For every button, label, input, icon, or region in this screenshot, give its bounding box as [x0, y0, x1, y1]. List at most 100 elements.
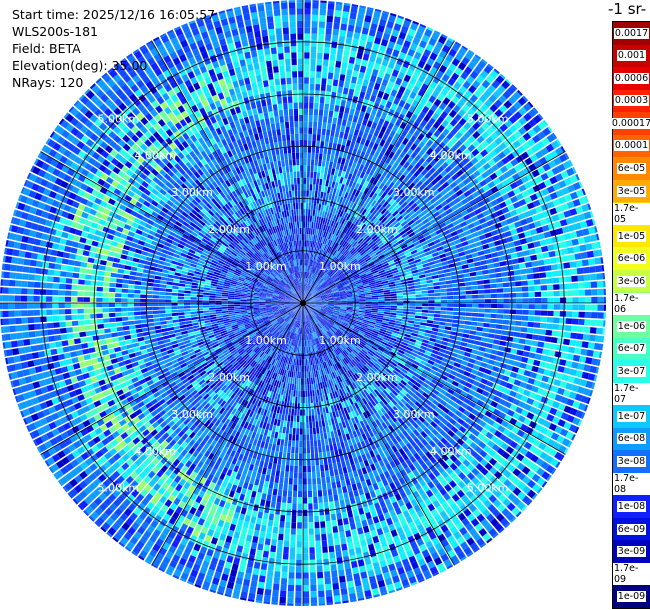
gate-cell	[520, 175, 529, 184]
gate-cell	[390, 138, 397, 146]
gate-cell	[392, 83, 400, 92]
gate-cell	[364, 73, 371, 81]
gate-cell	[375, 263, 383, 268]
gate-cell	[364, 112, 370, 120]
gate-cell	[296, 2, 303, 9]
gate-cell	[331, 274, 338, 280]
gate-cell	[339, 29, 347, 37]
gate-cell	[509, 247, 517, 254]
gate-cell	[266, 124, 271, 132]
gate-cell	[368, 262, 375, 268]
gate-cell	[481, 79, 491, 89]
gate-cell	[310, 52, 317, 59]
gate-cell	[531, 234, 540, 242]
gate-cell	[322, 237, 326, 244]
gate-cell	[314, 261, 318, 268]
gate-cell	[323, 244, 327, 251]
gate-cell	[335, 229, 340, 236]
gate-cell	[578, 196, 587, 205]
gate-cell	[434, 259, 442, 264]
gate-cell	[352, 217, 358, 225]
gate-cell	[505, 162, 514, 170]
gate-cell	[377, 242, 385, 248]
gate-cell	[402, 289, 409, 293]
gate-cell	[262, 163, 268, 171]
gate-cell	[353, 225, 359, 232]
gate-cell	[293, 108, 299, 116]
gate-cell	[318, 256, 323, 263]
gate-cell	[351, 202, 357, 210]
gate-cell	[429, 186, 437, 194]
gate-cell	[332, 214, 337, 222]
gate-cell	[298, 240, 300, 247]
gate-cell	[493, 68, 500, 75]
gate-cell	[407, 280, 414, 284]
gate-cell	[369, 176, 376, 184]
gate-cell	[462, 268, 470, 274]
gate-cell	[339, 74, 346, 82]
gate-cell	[586, 250, 594, 258]
gate-cell	[533, 279, 541, 285]
gate-cell	[451, 275, 458, 280]
gate-cell	[455, 189, 464, 197]
gate-cell	[349, 257, 356, 263]
gate-cell	[403, 161, 410, 169]
gate-cell	[290, 222, 294, 229]
gate-cell	[375, 165, 382, 173]
gate-cell	[495, 245, 503, 252]
gate-cell	[441, 73, 450, 83]
gate-cell	[329, 262, 334, 269]
gate-cell	[307, 294, 313, 300]
gate-cell	[245, 57, 253, 65]
gate-cell	[585, 243, 593, 251]
gate-cell	[374, 158, 381, 166]
gate-cell	[375, 173, 382, 181]
gate-cell	[276, 154, 281, 162]
gate-cell	[410, 212, 418, 219]
gate-cell	[345, 243, 351, 250]
gate-cell	[339, 290, 346, 294]
gate-cell	[282, 96, 288, 104]
gate-cell	[283, 191, 287, 199]
gate-cell	[342, 268, 349, 274]
gate-cell	[573, 245, 581, 253]
gate-cell	[362, 225, 369, 232]
gate-cell	[292, 165, 297, 172]
gate-cell	[275, 122, 281, 130]
gate-cell	[324, 46, 330, 54]
gate-cell	[550, 264, 558, 271]
gate-cell	[250, 121, 256, 129]
gate-cell	[435, 70, 444, 79]
gate-cell	[405, 179, 413, 187]
gate-cell	[465, 218, 473, 225]
gate-cell	[332, 117, 338, 125]
gate-cell	[401, 260, 409, 265]
gate-cell	[467, 117, 476, 126]
gate-cell	[375, 123, 382, 132]
gate-cell	[402, 176, 409, 184]
gate-cell	[392, 124, 399, 133]
gate-cell	[537, 113, 544, 120]
gate-cell	[266, 60, 272, 68]
gate-cell	[464, 249, 472, 255]
gate-cell	[290, 178, 294, 185]
gate-cell	[424, 28, 433, 38]
gate-cell	[410, 266, 418, 271]
gate-cell	[489, 70, 499, 79]
gate-cell	[254, 30, 261, 38]
gate-cell	[337, 216, 342, 223]
gate-cell	[325, 34, 332, 42]
gate-cell	[549, 257, 557, 264]
gate-cell	[308, 209, 311, 216]
gate-cell	[392, 272, 400, 277]
gate-cell	[417, 234, 425, 241]
gate-cell	[307, 146, 312, 153]
gate-cell	[308, 234, 311, 241]
gate-cell	[344, 285, 351, 289]
gate-cell	[273, 135, 278, 143]
gate-cell	[315, 301, 322, 302]
gate-cell	[278, 53, 284, 60]
gate-cell	[327, 78, 333, 86]
gate-cell	[298, 89, 303, 97]
gate-cell	[459, 255, 467, 261]
